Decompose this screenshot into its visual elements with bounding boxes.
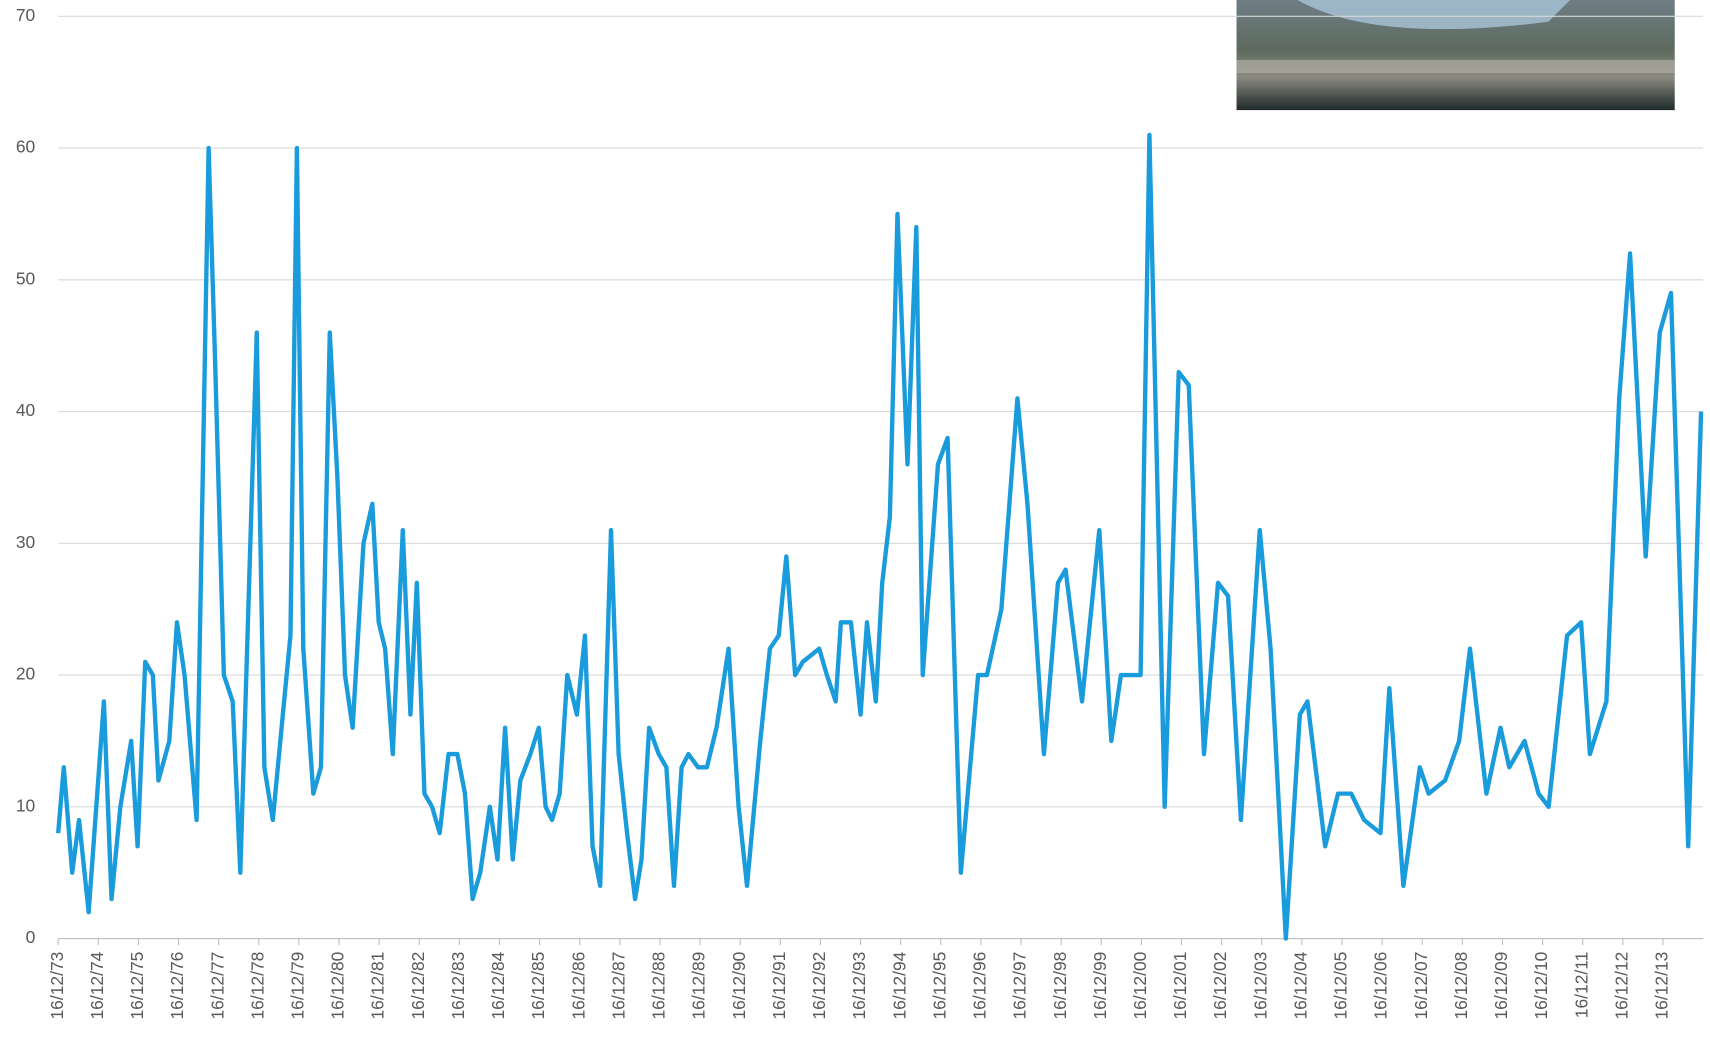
x-tick-label: 16/12/02 xyxy=(1210,952,1230,1020)
x-tick-label: 16/12/80 xyxy=(328,951,348,1019)
y-tick-label: 70 xyxy=(16,5,36,25)
x-tick-label: 16/12/04 xyxy=(1290,951,1310,1019)
x-tick-label: 16/12/84 xyxy=(488,951,508,1019)
x-tick-label: 16/12/83 xyxy=(448,952,468,1020)
x-tick-label: 16/12/73 xyxy=(47,952,67,1020)
x-tick-label: 16/12/87 xyxy=(608,952,628,1020)
x-tick-label: 16/12/93 xyxy=(849,952,869,1020)
x-tick-label: 16/12/95 xyxy=(929,952,949,1020)
x-tick-label: 16/12/09 xyxy=(1491,952,1511,1020)
x-tick-label: 16/12/89 xyxy=(689,952,709,1020)
y-tick-label: 50 xyxy=(16,268,36,288)
y-tick-label: 40 xyxy=(16,400,36,420)
x-tick-label: 16/12/05 xyxy=(1331,952,1351,1020)
x-tick-label: 16/12/96 xyxy=(970,952,990,1020)
y-tick-label: 20 xyxy=(16,664,36,684)
x-tick-label: 16/12/03 xyxy=(1250,952,1270,1020)
x-tick-label: 16/12/92 xyxy=(809,952,829,1020)
x-tick-label: 16/12/10 xyxy=(1531,951,1551,1019)
x-tick-label: 16/12/07 xyxy=(1411,952,1431,1020)
x-tick-label: 16/12/00 xyxy=(1130,951,1150,1019)
x-tick-label: 16/12/90 xyxy=(729,951,749,1019)
x-tick-label: 16/12/98 xyxy=(1050,952,1070,1020)
y-tick-label: 60 xyxy=(16,137,36,157)
x-tick-label: 16/12/88 xyxy=(649,952,669,1020)
x-tick-label: 16/12/85 xyxy=(528,952,548,1020)
x-tick-label: 16/12/01 xyxy=(1170,952,1190,1020)
x-tick-label: 16/12/77 xyxy=(207,952,227,1020)
x-tick-label: 16/12/97 xyxy=(1010,952,1030,1020)
x-tick-label: 16/12/99 xyxy=(1090,952,1110,1020)
x-tick-label: 16/12/81 xyxy=(368,952,388,1020)
x-tick-label: 16/12/79 xyxy=(287,952,307,1020)
x-tick-label: 16/12/74 xyxy=(87,951,107,1019)
x-tick-label: 16/12/86 xyxy=(568,952,588,1020)
photo xyxy=(1236,0,1675,111)
x-tick-label: 16/12/82 xyxy=(408,952,428,1020)
y-tick-label: 0 xyxy=(26,927,36,947)
x-tick-label: 16/12/11 xyxy=(1571,952,1591,1019)
data-line xyxy=(55,132,1704,941)
x-tick-label: 16/12/06 xyxy=(1371,952,1391,1020)
y-tick-label: 10 xyxy=(16,795,36,815)
x-tick-label: 16/12/94 xyxy=(889,951,909,1019)
x-tick-label: 16/12/08 xyxy=(1451,952,1471,1020)
x-tick-label: 16/12/13 xyxy=(1652,952,1672,1020)
x-tick-label: 16/12/91 xyxy=(769,952,789,1020)
y-tick-label: 30 xyxy=(16,532,36,552)
x-tick-label: 16/12/78 xyxy=(247,952,267,1020)
x-tick-label: 16/12/76 xyxy=(167,952,187,1020)
x-tick-label: 16/12/12 xyxy=(1611,952,1631,1020)
x-tick-label: 16/12/75 xyxy=(127,952,147,1020)
